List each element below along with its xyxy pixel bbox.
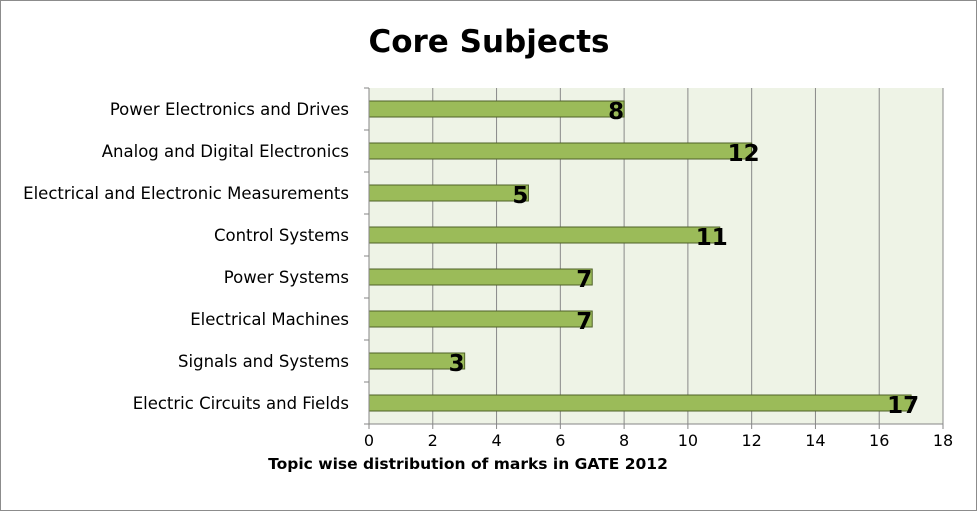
data-label: 7 (576, 267, 592, 293)
x-tick-label: 2 (428, 431, 438, 450)
bar (368, 268, 593, 286)
x-tick-label: 14 (805, 431, 825, 450)
data-label: 3 (449, 351, 465, 377)
data-label: 8 (608, 99, 624, 125)
category-label: Power Systems (224, 268, 349, 287)
x-axis-title: Topic wise distribution of marks in GATE… (268, 455, 668, 473)
category-label: Electric Circuits and Fields (133, 394, 349, 413)
category-labels: Power Electronics and Drives Analog and D… (23, 100, 349, 413)
chart-title: Core Subjects (368, 24, 609, 60)
bar (368, 394, 912, 412)
axes (364, 87, 944, 429)
data-label: 12 (728, 141, 760, 167)
x-tick-label: 12 (741, 431, 761, 450)
category-label: Signals and Systems (178, 352, 349, 371)
data-label: 7 (576, 309, 592, 335)
data-label: 17 (887, 393, 919, 419)
bar (368, 226, 721, 244)
x-tick-label: 18 (933, 431, 953, 450)
x-tick-label: 4 (491, 431, 501, 450)
bar (368, 310, 593, 328)
x-tick-label: 6 (555, 431, 565, 450)
bar (368, 184, 529, 202)
data-label: 11 (696, 225, 728, 251)
x-tick-label: 10 (678, 431, 698, 450)
bars (368, 100, 912, 412)
category-label: Electrical Machines (190, 310, 349, 329)
x-tick-label: 8 (619, 431, 629, 450)
bar (368, 100, 625, 118)
data-labels: 8 12 5 11 7 7 3 17 (449, 99, 919, 419)
x-tick-label: 0 (364, 431, 374, 450)
data-label: 5 (512, 183, 528, 209)
category-label: Control Systems (214, 226, 349, 245)
category-label: Power Electronics and Drives (110, 100, 349, 119)
category-label: Analog and Digital Electronics (102, 142, 349, 161)
tick-labels: 0 2 4 6 8 10 12 14 16 18 (364, 431, 953, 450)
bar (368, 142, 753, 160)
x-tick-label: 16 (869, 431, 889, 450)
category-label: Electrical and Electronic Measurements (23, 184, 349, 203)
